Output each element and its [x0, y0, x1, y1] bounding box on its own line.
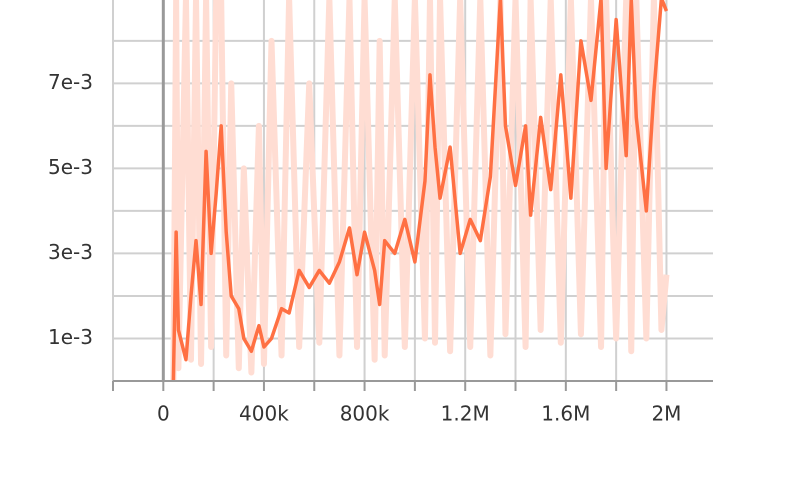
x-tick-label: 1.6M	[541, 402, 590, 426]
y-tick-label: 1e-3	[48, 325, 93, 349]
y-tick-label: 3e-3	[48, 240, 93, 264]
x-tick-label: 400k	[239, 402, 289, 426]
x-tick-label: 2M	[651, 402, 681, 426]
x-tick-label: 1.2M	[441, 402, 490, 426]
y-tick-label: 5e-3	[48, 155, 93, 179]
axes: 1e-3 3e-3 5e-3 7e-3 0 400k 800k 1.2M 1.6M 2M	[48, 0, 713, 426]
plot-area	[170, 0, 670, 381]
smoothed-line	[171, 0, 669, 381]
y-tick-label: 7e-3	[48, 70, 93, 94]
x-tick-label: 0	[157, 402, 170, 426]
x-tick-label: 800k	[340, 402, 390, 426]
raw-line	[170, 0, 670, 381]
